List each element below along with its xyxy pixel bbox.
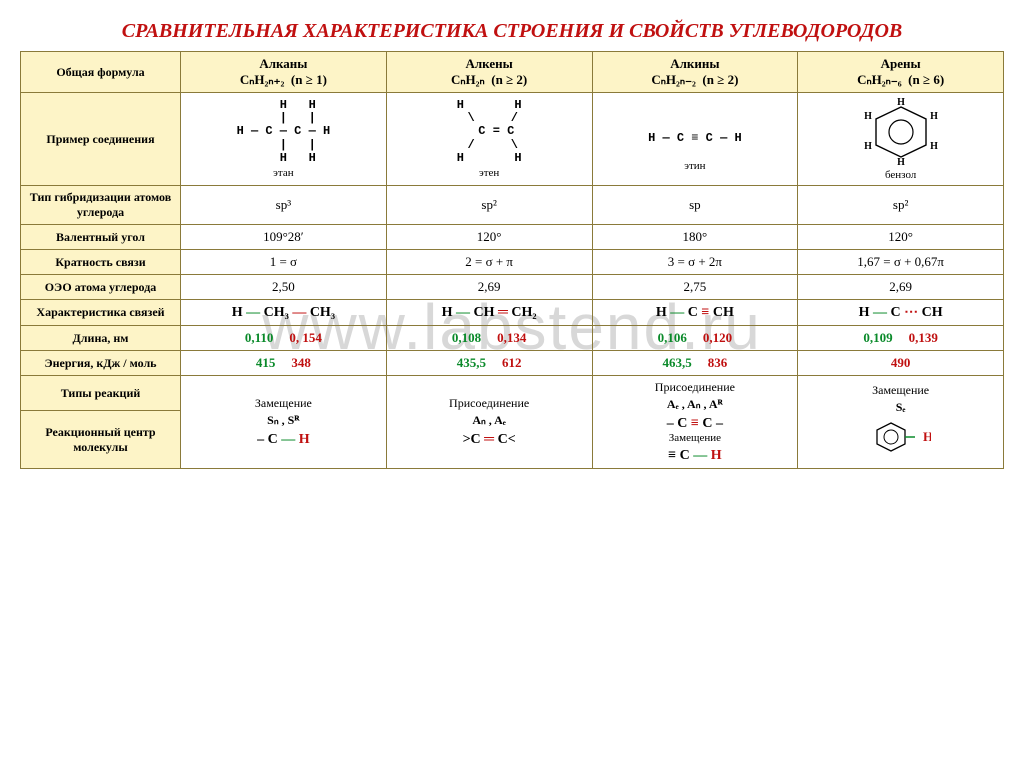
svg-text:H: H [923,429,931,444]
row-angle: Валентный угол [21,225,181,250]
cell-benzene: H H H H H H бензол [798,93,1004,186]
svg-text:H: H [930,141,938,152]
col-alkany: АлканыCₙH₂ₙ₊₂ (n ≥ 1) [181,52,387,93]
row-energy: Энергия, кДж / моль [21,351,181,376]
page-title: СРАВНИТЕЛЬНАЯ ХАРАКТЕРИСТИКА СТРОЕНИЯ И … [20,20,1004,43]
corner-cell: Общая формула [21,52,181,93]
row-example: Пример соединения [21,93,181,186]
svg-text:H: H [864,141,872,152]
svg-text:H: H [930,111,938,122]
svg-text:H: H [897,157,905,167]
col-areny: АреныCₙH₂ₙ₋₆ (n ≥ 6) [798,52,1004,93]
cell-ethyne: H — C ≡ C — H этин [592,93,798,186]
row-oeo: ОЭО атома углерода [21,275,181,300]
row-react-center: Реакционный центр молекулы [21,411,181,469]
cell-ethane: H H | | H — C — C — H | | H H этан [181,93,387,186]
comparison-table: Общая формула АлканыCₙH₂ₙ₊₂ (n ≥ 1) Алке… [20,51,1004,469]
benzene-icon: H H H H H H [856,97,946,167]
col-alkiny: АлкиныCₙH₂ₙ₋₂ (n ≥ 2) [592,52,798,93]
svg-text:H: H [897,97,905,108]
row-bondchar: Характеристика связей [21,300,181,326]
col-alkeny: АлкеныCₙH₂ₙ (n ≥ 2) [386,52,592,93]
row-hybrid: Тип гибридизации атомов углерода [21,186,181,225]
svg-text:H: H [864,111,872,122]
row-length: Длина, нм [21,326,181,351]
row-mult: Кратность связи [21,250,181,275]
cell-ethene: H H \ / C = C / \ H H этен [386,93,592,186]
benzene-small-icon: H [871,417,931,457]
row-react-type: Типы реакций [21,376,181,411]
